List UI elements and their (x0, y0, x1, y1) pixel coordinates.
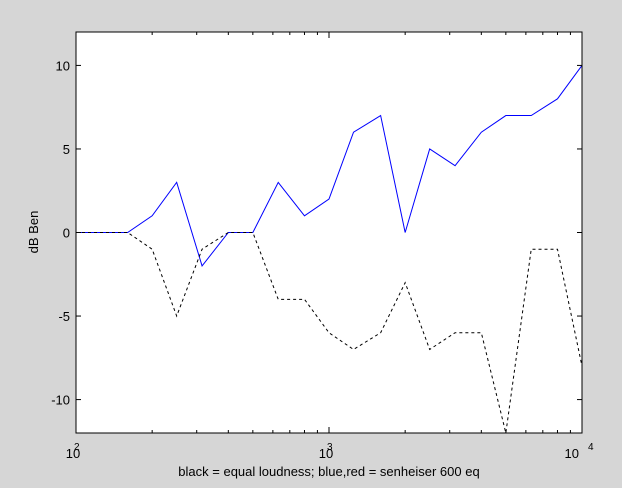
y-tick-label: -10 (51, 393, 70, 408)
x-tick-label-base: 10 (319, 446, 333, 461)
y-tick-label: 0 (63, 226, 70, 241)
y-tick-label: 10 (56, 58, 70, 73)
series-line-1 (76, 65, 583, 267)
y-tick-label: -5 (58, 309, 70, 324)
series-layer (76, 65, 583, 434)
x-tick-label-base: 10 (66, 446, 80, 461)
x-axis-label: black = equal loudness; blue,red = senhe… (178, 464, 479, 479)
y-tick-label: 5 (63, 142, 70, 157)
y-axis-label: dB Ben (26, 211, 41, 254)
plot-area (76, 32, 582, 433)
x-tick-label-exponent: 2 (74, 442, 80, 453)
x-tick-label-exponent: 3 (327, 442, 333, 453)
x-tick-label-base: 10 (565, 446, 579, 461)
x-tick-label-exponent: 4 (588, 442, 594, 453)
series-line-2 (76, 232, 583, 434)
